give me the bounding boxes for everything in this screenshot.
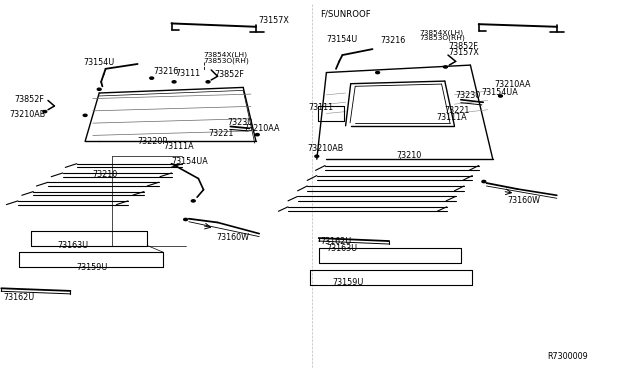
Text: 73220P: 73220P [138,137,168,146]
Text: 73162U: 73162U [3,293,35,302]
Text: 73154U: 73154U [326,35,358,44]
Text: 73157X: 73157X [448,48,479,57]
Text: 73230: 73230 [227,118,252,127]
Text: 73159U: 73159U [333,278,364,287]
Circle shape [482,180,486,183]
Text: 73111: 73111 [308,103,333,112]
Text: 73111A: 73111A [163,142,194,151]
Text: 73163U: 73163U [326,244,358,253]
Text: 73111: 73111 [175,69,200,78]
Circle shape [191,200,195,202]
Circle shape [444,66,447,68]
Text: 73852F: 73852F [14,95,44,104]
Text: 73853O(RH): 73853O(RH) [204,57,250,64]
Text: 73111A: 73111A [436,113,467,122]
Text: 73854X(LH): 73854X(LH) [419,29,463,36]
Text: 73157X: 73157X [259,16,289,25]
Circle shape [43,110,47,113]
Text: 73160W: 73160W [216,233,250,242]
Circle shape [83,114,87,116]
Circle shape [206,81,210,83]
Text: 73210AB: 73210AB [10,110,46,119]
Text: 73154UA: 73154UA [481,88,518,97]
Text: 73210AA: 73210AA [494,80,531,89]
Circle shape [97,88,101,90]
Circle shape [376,71,380,74]
Text: 73221: 73221 [208,129,234,138]
Text: 73162U: 73162U [320,237,351,246]
Text: 73216: 73216 [154,67,179,76]
Text: 73854X(LH): 73854X(LH) [204,52,248,58]
Text: 73160W: 73160W [507,196,540,205]
Text: 73230: 73230 [456,92,481,100]
Text: 73210: 73210 [397,151,422,160]
Text: 73159U: 73159U [77,263,108,272]
Circle shape [315,155,319,157]
Text: 73852F: 73852F [214,70,244,79]
Text: 73853O(RH): 73853O(RH) [419,35,465,41]
Text: 73163U: 73163U [58,241,89,250]
Circle shape [255,134,259,136]
Text: 73154UA: 73154UA [172,157,208,166]
Text: 73210AA: 73210AA [243,124,280,133]
Text: R7300009: R7300009 [547,352,588,361]
Circle shape [499,95,502,97]
Circle shape [184,218,188,221]
Text: 73852F: 73852F [448,42,478,51]
Circle shape [172,81,176,83]
Text: F/SUNROOF: F/SUNROOF [320,10,371,19]
Circle shape [150,77,154,79]
Text: 73221: 73221 [445,106,470,115]
Text: 73210: 73210 [93,170,118,179]
Text: 73210AB: 73210AB [307,144,344,153]
Text: 73216: 73216 [381,36,406,45]
Text: 73154U: 73154U [83,58,115,67]
